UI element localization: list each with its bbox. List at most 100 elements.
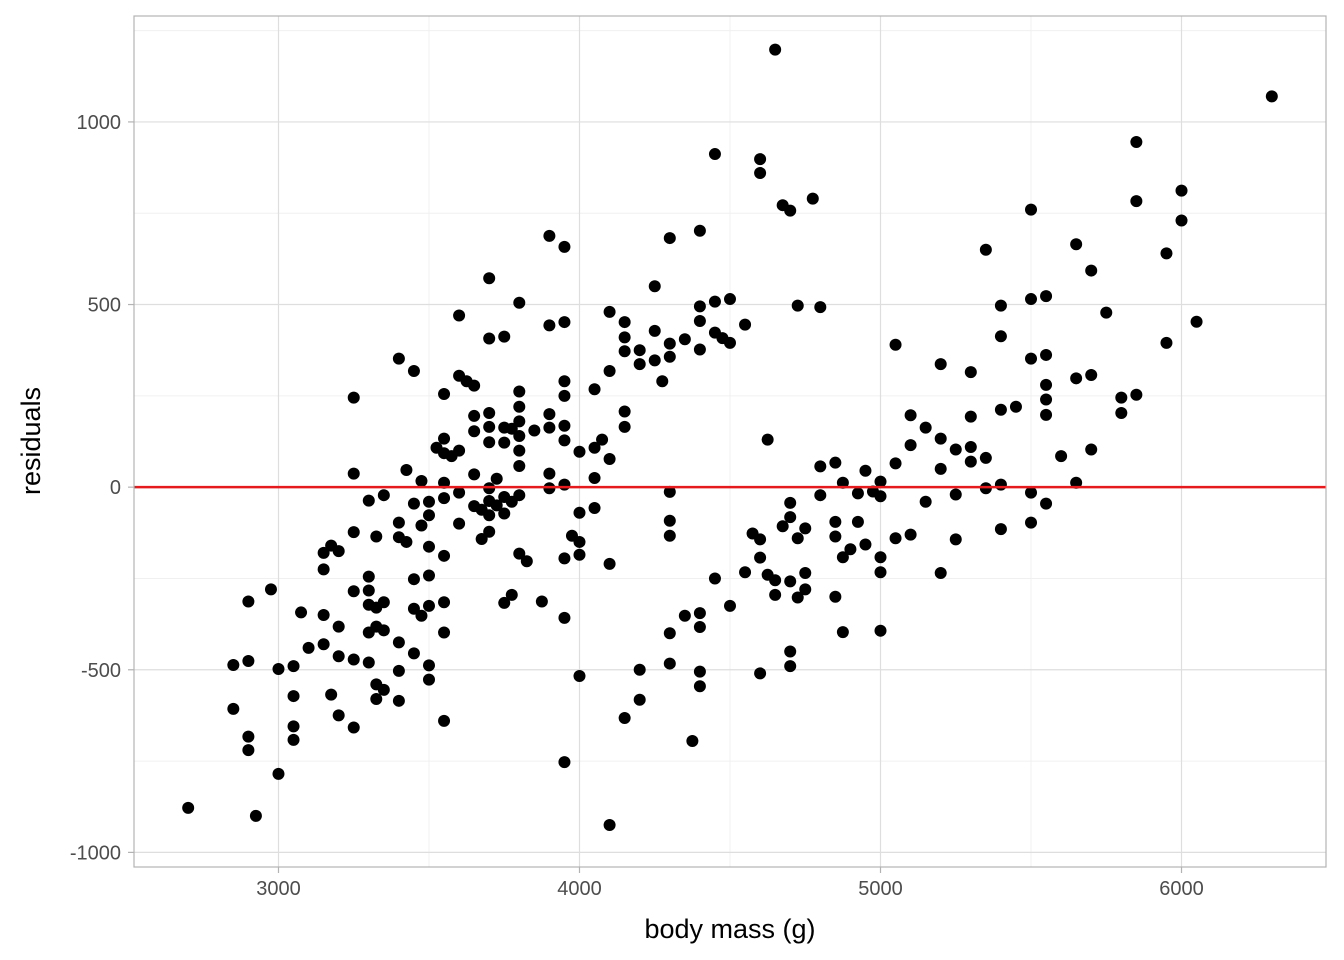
data-point — [264, 583, 277, 596]
data-point — [227, 702, 240, 715]
data-point — [422, 540, 435, 553]
data-point — [603, 305, 616, 318]
data-point — [904, 528, 917, 541]
data-point — [814, 489, 827, 502]
data-point — [483, 332, 496, 345]
data-point — [573, 535, 586, 548]
data-point — [1040, 393, 1053, 406]
data-point — [799, 566, 812, 579]
data-point — [483, 509, 496, 522]
data-point — [724, 336, 736, 349]
data-point — [994, 299, 1007, 312]
x-tick-label: 3000 — [256, 878, 301, 900]
data-point — [558, 756, 571, 769]
data-point — [708, 148, 721, 161]
data-point — [415, 519, 428, 532]
data-point — [347, 721, 360, 734]
data-point — [543, 408, 556, 421]
data-point — [573, 506, 586, 519]
data-point — [182, 801, 195, 814]
data-point — [1040, 497, 1053, 510]
data-point — [483, 525, 496, 538]
data-point — [422, 569, 435, 582]
data-point — [1025, 516, 1038, 529]
data-point — [392, 636, 405, 649]
data-point — [708, 572, 721, 585]
data-point — [453, 309, 466, 322]
data-point — [859, 538, 872, 551]
x-axis-ticks: 3000 4000 5000 6000 — [256, 867, 1204, 900]
data-point — [851, 515, 864, 528]
data-point — [724, 293, 736, 306]
data-point — [603, 557, 616, 570]
data-point — [1160, 336, 1173, 349]
data-point — [468, 379, 481, 392]
data-point — [490, 472, 503, 485]
data-point — [498, 507, 511, 520]
data-point — [317, 563, 330, 576]
data-point — [400, 535, 413, 548]
data-point — [317, 638, 330, 651]
data-point — [392, 352, 405, 365]
data-point — [370, 692, 383, 705]
data-point — [332, 709, 345, 722]
data-point — [438, 388, 451, 401]
data-point — [1055, 450, 1068, 463]
data-point — [633, 693, 646, 706]
data-point — [769, 43, 782, 56]
data-point — [708, 295, 721, 308]
data-point — [558, 240, 571, 253]
data-point — [633, 358, 646, 371]
data-point — [1085, 369, 1098, 382]
data-point — [919, 421, 932, 434]
data-point — [663, 350, 676, 363]
data-point — [588, 501, 601, 514]
data-point — [513, 385, 526, 398]
data-point — [588, 383, 601, 396]
data-point — [453, 486, 466, 499]
data-point — [596, 433, 609, 446]
data-point — [362, 494, 375, 507]
data-point — [633, 663, 646, 676]
data-point — [483, 436, 496, 449]
data-point — [776, 520, 789, 533]
data-point — [438, 476, 451, 489]
data-point — [438, 714, 451, 727]
plot-border — [133, 15, 1327, 868]
data-point — [656, 375, 669, 388]
data-point — [648, 280, 661, 293]
data-point — [791, 299, 804, 312]
data-point — [663, 232, 676, 245]
y-tick-label: 500 — [88, 295, 121, 317]
data-point — [994, 330, 1007, 343]
data-point — [422, 599, 435, 612]
data-point — [889, 532, 902, 545]
data-point — [407, 647, 420, 660]
data-point — [438, 432, 451, 445]
data-point — [693, 607, 706, 620]
data-point — [407, 573, 420, 586]
data-point — [994, 403, 1007, 416]
data-point — [528, 424, 541, 437]
data-point — [1070, 372, 1083, 385]
data-point — [791, 591, 804, 604]
data-point — [347, 391, 360, 404]
data-point — [633, 344, 646, 357]
data-point — [904, 439, 917, 452]
data-point — [964, 410, 977, 423]
data-point — [1130, 136, 1143, 149]
data-point — [618, 331, 631, 344]
data-point — [1115, 391, 1128, 404]
data-point — [693, 665, 706, 678]
data-point — [400, 463, 413, 476]
data-point — [362, 584, 375, 597]
data-point — [814, 301, 827, 314]
data-point — [754, 153, 767, 166]
data-point — [422, 495, 435, 508]
data-point — [693, 314, 706, 327]
data-point — [663, 529, 676, 542]
data-point — [964, 366, 977, 379]
data-point — [1040, 378, 1053, 391]
data-point — [573, 548, 586, 561]
